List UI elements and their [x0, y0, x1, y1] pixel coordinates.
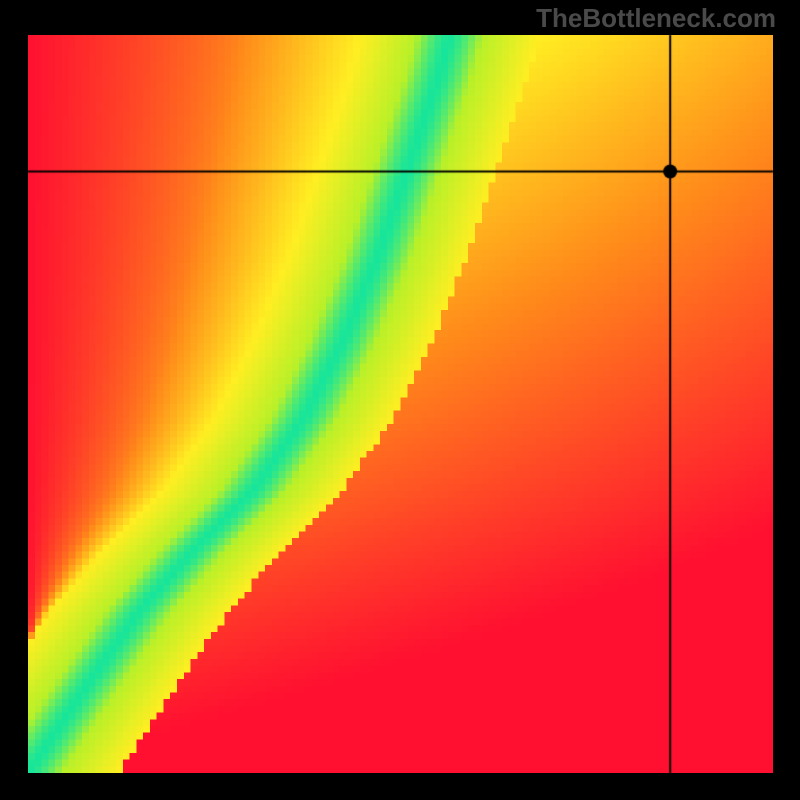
crosshair-overlay [0, 0, 800, 800]
